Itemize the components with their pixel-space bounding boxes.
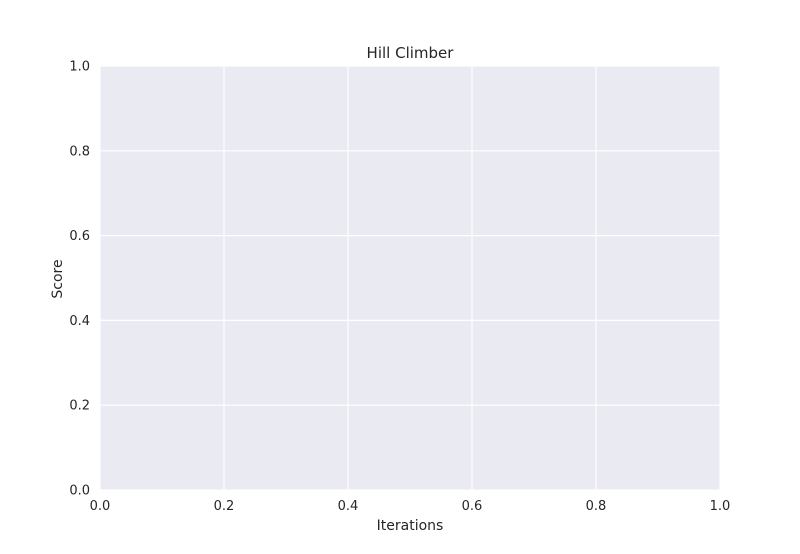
y-tick-labels: 0.0 0.2 0.4 0.6 0.8 1.0 [69, 60, 90, 499]
x-tick-label: 0.0 [90, 499, 111, 514]
y-tick-label: 1.0 [69, 60, 90, 75]
y-tick-label: 0.4 [69, 314, 90, 329]
y-tick-label: 0.8 [69, 144, 90, 159]
x-tick-labels: 0.0 0.2 0.4 0.6 0.8 1.0 [90, 499, 731, 514]
x-tick-label: 0.2 [214, 499, 235, 514]
grid-vertical-lines [99, 66, 721, 490]
x-tick-label: 1.0 [710, 499, 731, 514]
x-tick-label: 0.8 [586, 499, 607, 514]
y-tick-label: 0.6 [69, 229, 90, 244]
y-axis-label: Score [50, 259, 66, 298]
plot-area [100, 66, 720, 490]
y-tick-label: 0.2 [69, 399, 90, 414]
x-tick-label: 0.6 [462, 499, 483, 514]
x-axis-label: Iterations [377, 518, 444, 534]
grid-horizontal-lines [100, 65, 720, 491]
y-tick-label: 0.0 [69, 484, 90, 499]
x-tick-label: 0.4 [338, 499, 359, 514]
chart-title: Hill Climber [367, 44, 455, 62]
